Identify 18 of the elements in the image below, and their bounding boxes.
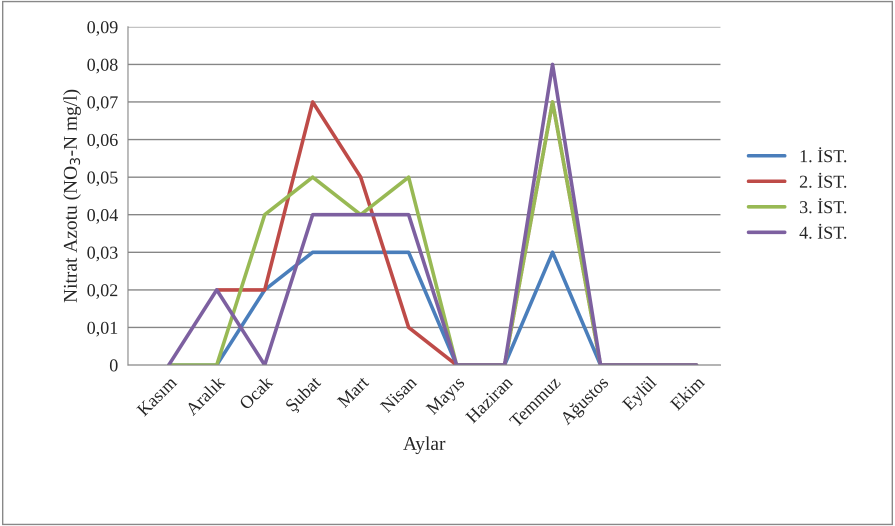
y-tick-label: 0,02 — [87, 284, 118, 299]
y-tick-label: 0,06 — [87, 134, 118, 149]
y-tick-label: 0,01 — [87, 322, 118, 337]
y-tick-label: 0,03 — [87, 246, 118, 262]
y-tick-label: 0 — [110, 359, 118, 372]
y-tick-label: 0,07 — [87, 96, 118, 112]
y-axis-title: Nitrat Azotu (NO$_{3}$-N mg/l) — [63, 90, 81, 302]
y-tick-label: 0,08 — [87, 58, 118, 74]
y-tick-label: 0,09 — [87, 21, 118, 36]
x-tick-label: Mart — [336, 375, 370, 408]
legend-label: 4. İST. — [799, 224, 846, 239]
legend-label: 1. İST. — [800, 147, 846, 162]
legend-label: 2. İST. — [800, 172, 846, 188]
x-tick-label: Ocak — [238, 374, 274, 410]
legend-label: 3. İST. — [800, 198, 846, 214]
y-tick-label: 0,04 — [87, 208, 118, 224]
y-tick-label: 0,05 — [87, 171, 118, 186]
x-axis-title: Aylar — [403, 436, 446, 454]
